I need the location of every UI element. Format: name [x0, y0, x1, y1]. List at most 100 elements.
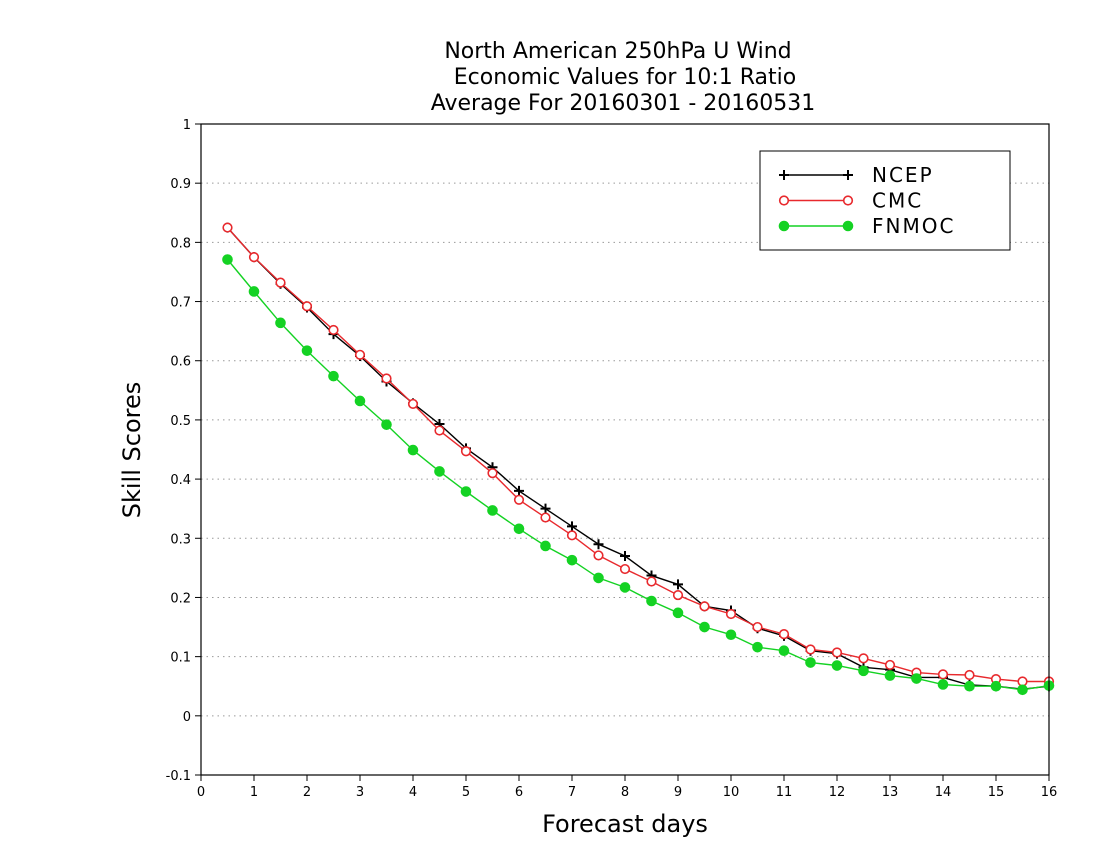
y-tick-label: 0.7	[170, 296, 191, 311]
series-ncep	[222, 222, 1054, 695]
x-tick-label: 15	[988, 785, 1005, 800]
x-tick-label: 0	[197, 785, 205, 800]
data-point-cmc	[672, 589, 684, 601]
data-point-cmc	[619, 563, 631, 575]
data-point-ncep	[567, 521, 577, 532]
x-tick-label: 11	[776, 785, 793, 800]
title-line-2: Economic Values for 10:1 Ratio	[454, 65, 796, 90]
data-point-cmc	[328, 324, 339, 336]
data-point-fnmoc	[540, 540, 551, 552]
data-point-cmc	[937, 669, 949, 680]
data-point-fnmoc	[831, 660, 843, 671]
y-tick-label: 0.5	[170, 414, 191, 429]
x-tick-label: 4	[409, 785, 417, 800]
x-tick-label: 10	[723, 785, 740, 800]
y-tick-label: 0.8	[170, 236, 191, 251]
data-point-fnmoc	[407, 444, 419, 456]
data-point-fnmoc	[752, 641, 763, 653]
data-point-fnmoc	[487, 505, 498, 516]
data-point-cmc	[222, 222, 233, 233]
data-point-cmc	[646, 576, 657, 587]
data-point-fnmoc	[434, 466, 445, 477]
legend-marker-ncep	[843, 170, 853, 180]
x-tick-label: 7	[568, 785, 576, 800]
data-point-cmc	[487, 468, 498, 479]
y-tick-label: 0.4	[170, 473, 191, 488]
x-tick-label: 13	[882, 785, 899, 800]
data-point-fnmoc	[699, 621, 710, 633]
series-line-cmc	[226, 227, 1049, 683]
x-tick-label: 8	[621, 785, 629, 800]
data-point-fnmoc	[858, 665, 869, 677]
data-point-fnmoc	[593, 572, 604, 584]
data-point-cmc	[381, 373, 392, 384]
legend-label-fnmoc: FNMOC	[872, 214, 955, 238]
data-point-cmc	[566, 530, 578, 541]
data-point-cmc	[858, 653, 869, 664]
data-point-cmc	[513, 494, 525, 505]
data-point-cmc	[248, 252, 260, 263]
y-axis-label: Skill Scores	[118, 382, 146, 519]
data-point-ncep	[514, 485, 524, 496]
data-point-cmc	[725, 608, 737, 620]
data-point-ncep	[540, 503, 551, 514]
data-point-fnmoc	[990, 680, 1002, 692]
y-tick-label: 0.1	[170, 651, 191, 666]
data-point-fnmoc	[884, 670, 896, 681]
data-point-ncep	[673, 579, 683, 590]
x-tick-label: 5	[462, 785, 470, 800]
data-point-cmc	[301, 301, 313, 312]
series-layer	[222, 222, 1055, 696]
legend-marker-ncep	[779, 170, 789, 180]
series-cmc	[222, 222, 1055, 687]
title-line-1: North American 250hPa U Wind	[444, 39, 791, 64]
x-tick-label: 2	[303, 785, 311, 800]
x-tick-label: 12	[829, 785, 846, 800]
data-point-cmc	[884, 659, 896, 671]
data-point-cmc	[407, 398, 419, 410]
data-point-cmc	[434, 425, 445, 436]
data-point-cmc	[593, 550, 604, 561]
data-point-ncep	[593, 539, 604, 550]
chart-title: North American 250hPa U Wind Economic Va…	[431, 39, 816, 116]
legend-marker-fnmoc	[842, 220, 854, 232]
data-point-fnmoc	[911, 673, 922, 684]
series-fnmoc	[222, 254, 1055, 696]
data-point-fnmoc	[301, 345, 313, 356]
y-tick-label: 0.9	[170, 177, 191, 192]
data-point-fnmoc	[778, 645, 790, 657]
y-tick-label: -0.1	[166, 769, 191, 784]
x-tick-label: 6	[515, 785, 523, 800]
series-line-fnmoc	[226, 259, 1050, 691]
x-axis-label: Forecast days	[542, 810, 708, 838]
data-point-fnmoc	[248, 286, 260, 297]
y-axis: -0.1 0 0.1 0.2 0.3 0.4 0.5 0.6 0.7 0.8 0.9 1	[166, 118, 201, 784]
data-point-fnmoc	[1017, 684, 1028, 696]
data-point-cmc	[964, 669, 975, 681]
data-point-cmc	[460, 446, 472, 457]
data-point-cmc	[275, 277, 286, 288]
data-point-fnmoc	[222, 254, 233, 265]
data-point-fnmoc	[937, 679, 949, 690]
x-tick-label: 16	[1041, 785, 1058, 800]
data-point-cmc	[778, 629, 790, 640]
data-point-fnmoc	[381, 419, 392, 430]
y-tick-label: 0.6	[170, 355, 191, 370]
data-point-fnmoc	[328, 370, 339, 382]
x-tick-label: 14	[935, 785, 952, 800]
y-tick-label: 0.2	[170, 591, 191, 606]
legend-marker-cmc	[778, 195, 790, 206]
data-point-fnmoc	[354, 395, 366, 407]
y-tick-label: 0.3	[170, 532, 191, 547]
gridlines	[201, 182, 1049, 717]
series-line-ncep	[226, 227, 1050, 690]
data-point-fnmoc	[646, 595, 657, 607]
data-point-fnmoc	[672, 607, 684, 619]
legend-marker-cmc	[842, 195, 854, 206]
data-point-fnmoc	[619, 582, 631, 593]
data-point-fnmoc	[964, 680, 975, 692]
data-point-fnmoc	[805, 657, 816, 668]
x-tick-label: 3	[356, 785, 364, 800]
